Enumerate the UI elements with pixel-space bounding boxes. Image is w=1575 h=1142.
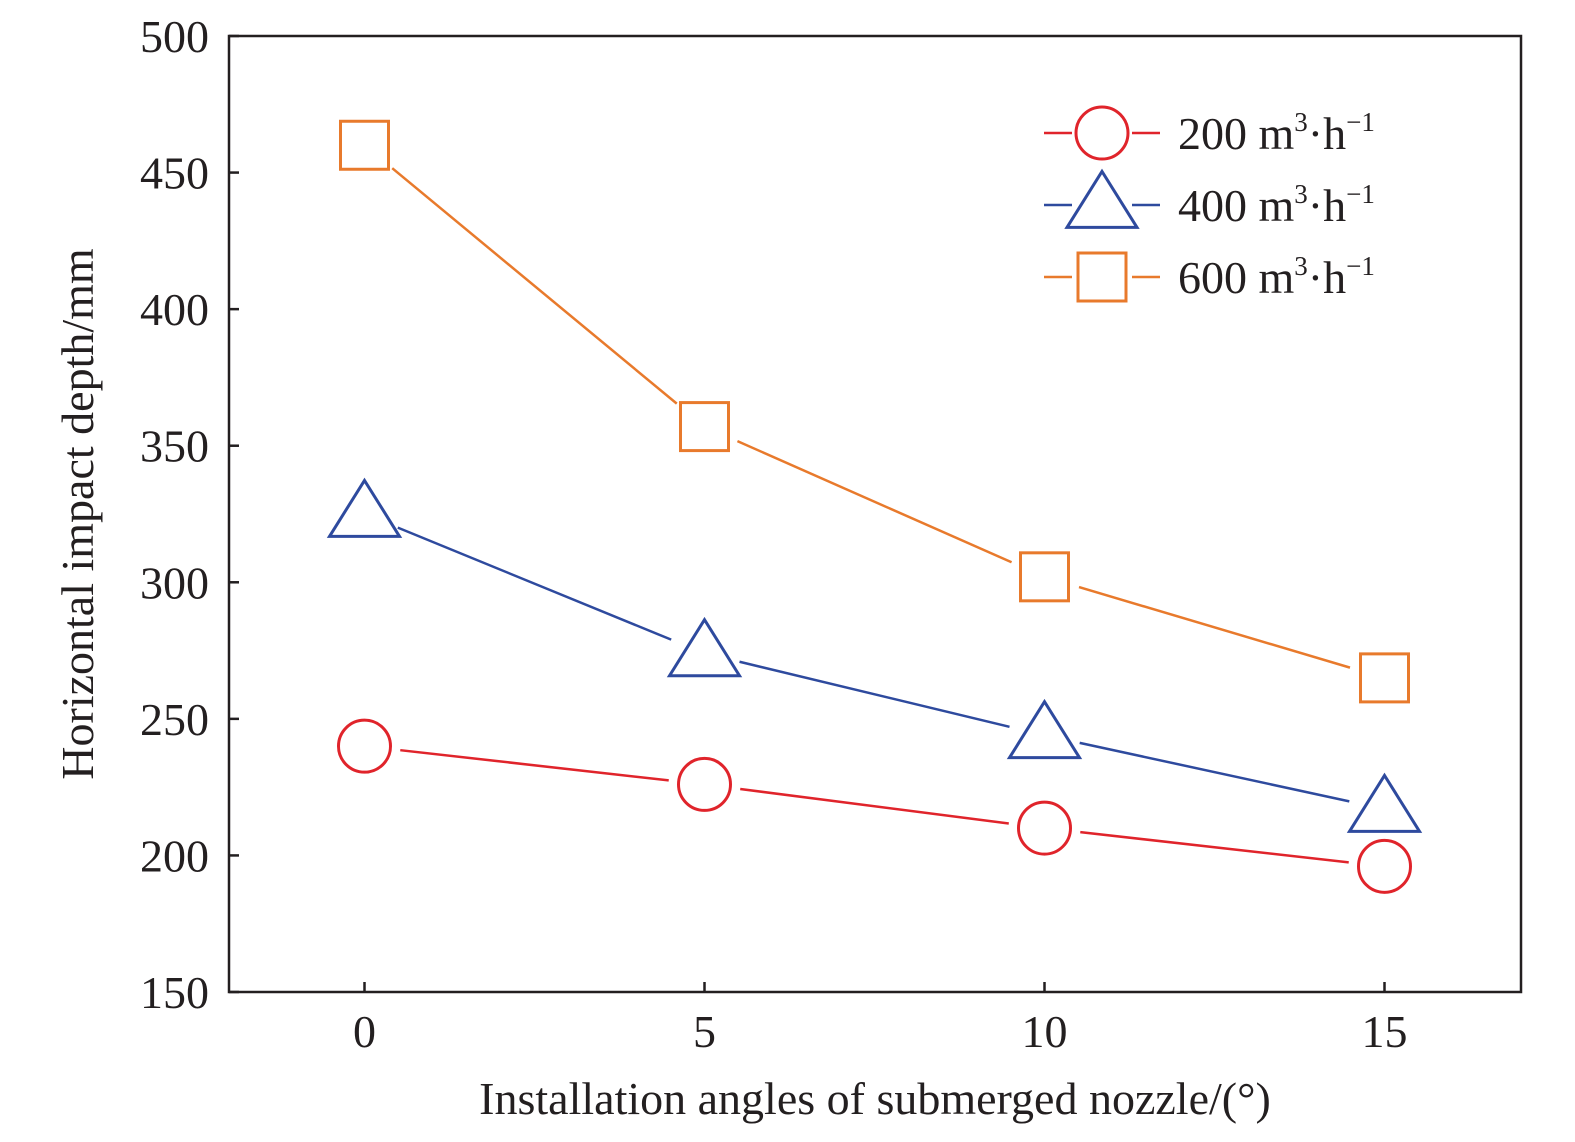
legend-marker-circle [1074,105,1130,161]
series-segment [400,748,669,782]
series-square [339,119,1410,704]
legend-label: 400 m3·h−1 [1178,179,1375,231]
series-layer [326,119,1423,894]
data-point-triangle [666,616,743,678]
series-segment [1080,830,1349,864]
x-tick-label: 10 [1022,1006,1068,1057]
data-point-triangle [1006,698,1083,760]
data-point-circle [1357,838,1412,894]
data-point-circle [337,718,392,774]
data-point-triangle [326,477,403,538]
legend-label: 200 m3·h−1 [1178,107,1375,159]
data-point-square [1359,652,1410,704]
series-segment [391,167,678,405]
legend-item: 600 m3·h−1 [1044,251,1375,303]
series-segment [1079,741,1350,803]
data-point-square [1019,551,1070,603]
y-axis-title: Horizontal impact depth/mm [52,248,103,780]
y-axis: 150 200 250 300 350 400 450 500 [140,11,239,1018]
legend-marker-triangle [1064,168,1140,229]
y-tick-label: 300 [140,557,209,608]
data-point-square [339,119,390,171]
series-segment [1078,585,1351,669]
series-segment [740,787,1009,825]
y-tick-label: 450 [140,148,209,199]
legend-marker-square [1076,251,1128,303]
y-tick-label: 500 [140,11,209,62]
data-point-circle [677,756,732,812]
x-tick-label: 5 [693,1006,716,1057]
legend-label: 600 m3·h−1 [1178,251,1375,303]
y-tick-label: 200 [140,830,209,881]
data-point-triangle [1346,772,1423,833]
data-point-circle [1017,800,1072,856]
x-tick-label: 15 [1362,1006,1408,1057]
series-triangle [326,477,1423,833]
series-segment [739,660,1010,729]
y-tick-label: 400 [140,284,209,335]
legend-item: 200 m3·h−1 [1044,105,1375,161]
y-tick-label: 150 [140,967,209,1018]
series-segment [397,526,672,641]
series-segment [736,440,1013,564]
x-axis-title: Installation angles of submerged nozzle/… [479,1073,1271,1124]
legend-item: 400 m3·h−1 [1044,168,1375,231]
y-tick-label: 250 [140,694,209,745]
plot-frame [227,34,1523,994]
x-tick-label: 0 [353,1006,376,1057]
data-point-square [679,401,730,453]
legend: 200 m3·h−1 400 m3·h−1 600 m3·h−1 [1044,105,1375,303]
series-circle [337,718,1412,894]
x-axis: 0 5 10 15 [353,982,1408,1057]
y-tick-label: 350 [140,421,209,472]
